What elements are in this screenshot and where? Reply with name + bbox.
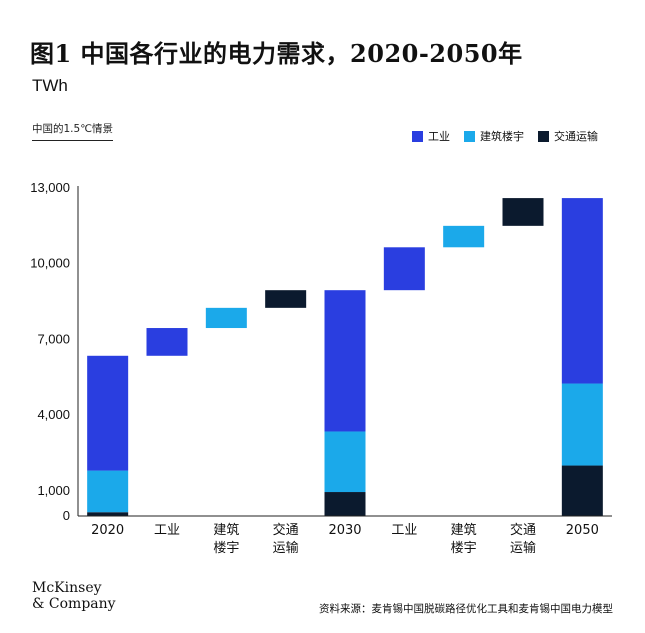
x-tick-label: 2020 [91, 523, 124, 538]
bar-segment [87, 355, 129, 471]
x-tick-label: 建筑 [451, 522, 477, 538]
waterfall-delta-bar [146, 328, 188, 356]
bar-segment [87, 470, 129, 513]
x-tick-label: 2050 [566, 523, 599, 538]
legend-item-transport: 交通运输 [538, 128, 598, 144]
y-tick-label: 1,000 [37, 483, 70, 498]
legend-label-buildings: 建筑楼宇 [480, 130, 524, 143]
legend-label-transport: 交通运输 [554, 130, 598, 143]
y-tick-label: 0 [63, 508, 70, 523]
unit-label: TWh [32, 76, 68, 95]
waterfall-delta-bar [502, 198, 544, 226]
scenario-label: 中国的1.5℃情景 [32, 121, 113, 141]
legend-swatch-industry [412, 130, 423, 142]
y-tick-label: 7,000 [37, 331, 70, 346]
bar-segment [324, 290, 366, 432]
waterfall-delta-bar [383, 247, 425, 291]
bar-segment [561, 465, 603, 516]
x-tick-label: 工业 [391, 523, 417, 538]
x-tick-label: 交通 [510, 522, 536, 538]
waterfall-delta-bar [443, 225, 485, 248]
y-tick-label: 10,000 [30, 256, 70, 271]
legend-item-buildings: 建筑楼宇 [464, 128, 524, 144]
y-tick-label: 4,000 [37, 407, 70, 422]
chart-title: 图1 中国各行业的电力需求，2020-2050年 [30, 39, 523, 68]
x-tick-label: 运输 [510, 540, 536, 556]
bar-segment [87, 512, 129, 516]
mckinsey-logo: McKinsey & Company [32, 580, 116, 612]
legend-swatch-buildings [464, 130, 475, 142]
legend-item-industry: 工业 [412, 128, 450, 144]
x-tick-label: 楼宇 [213, 541, 239, 556]
x-tick-label: 交通 [273, 522, 299, 538]
legend-swatch-transport [538, 130, 549, 142]
source-note: 资料来源：麦肯锡中国脱碳路径优化工具和麦肯锡中国电力模型 [319, 603, 613, 615]
x-tick-label: 工业 [154, 523, 180, 538]
waterfall-delta-bar [205, 307, 247, 329]
x-tick-label: 2030 [328, 523, 361, 538]
logo-line-1: McKinsey [32, 580, 102, 596]
waterfall-delta-bar [265, 290, 307, 308]
y-tick-label: 13,000 [30, 180, 70, 195]
legend-label-industry: 工业 [428, 130, 450, 143]
bar-segment [324, 431, 366, 493]
x-tick-label: 运输 [273, 540, 299, 556]
bar-segment [561, 383, 603, 466]
legend: 工业 建筑楼宇 交通运输 [412, 128, 598, 144]
logo-line-2: & Company [32, 596, 116, 612]
x-tick-label: 建筑 [213, 522, 239, 538]
x-tick-label: 楼宇 [451, 541, 477, 556]
bar-segment [324, 492, 366, 516]
bar-segment [561, 198, 603, 384]
